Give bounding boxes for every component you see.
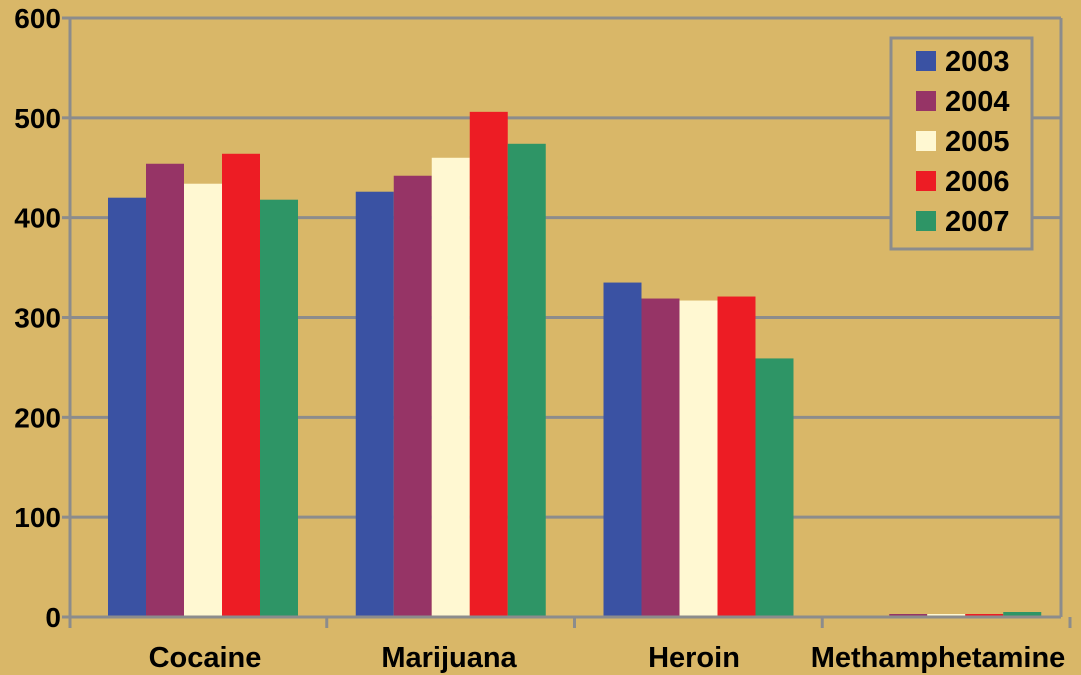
y-tick-label: 400 [14,203,61,234]
y-tick-label: 200 [14,402,61,433]
y-tick-label: 0 [45,602,61,633]
bar-2004-marijuana [393,175,432,617]
x-axis-ticks: Cocaine Marijuana Heroin Methamphetamine [149,642,1066,674]
bar-2007-heroin [755,358,794,617]
bar-2006-marijuana [469,111,508,618]
bar-2007-cocaine [260,199,298,618]
bar-2006-heroin [717,296,756,617]
bar-2007-methamphetamine [1003,612,1042,617]
x-tick-label: Heroin [648,642,740,674]
bar-2006-cocaine [222,153,260,618]
x-tick-label: Cocaine [149,642,262,674]
bar-2003-heroin [603,282,642,617]
axes [62,16,1072,628]
legend-swatch-2005 [916,131,936,151]
legend-label-2006: 2006 [945,166,1010,198]
bar-2005-marijuana [431,157,470,617]
y-tick-label: 600 [14,3,61,34]
legend: 2003 2004 2005 2006 2007 [889,36,1034,251]
legend-swatch-2003 [916,51,936,71]
legend-label-2004: 2004 [945,86,1010,118]
bar-2003-cocaine [108,197,146,617]
legend-box [889,36,1034,251]
x-tick-label: Methamphetamine [811,642,1066,674]
legend-label-2005: 2005 [945,126,1010,158]
bar-2005-heroin [679,300,718,617]
bar-2007-marijuana [507,143,546,618]
y-tick-label: 300 [14,303,61,334]
bar-2004-cocaine [146,163,184,618]
y-tick-label: 100 [14,502,61,533]
legend-label-2007: 2007 [945,206,1010,238]
y-axis-ticks: 0 100 200 300 400 500 600 [14,3,61,633]
legend-swatch-2006 [916,171,936,191]
bar-2004-heroin [641,298,680,617]
bar-2005-cocaine [184,183,222,617]
x-tick-label: Marijuana [381,642,517,674]
bar-2003-marijuana [355,191,394,617]
bars [108,111,1042,618]
legend-swatch-2007 [916,211,936,231]
legend-swatch-2004 [916,91,936,111]
y-tick-label: 500 [14,103,61,134]
legend-label-2003: 2003 [945,46,1010,78]
